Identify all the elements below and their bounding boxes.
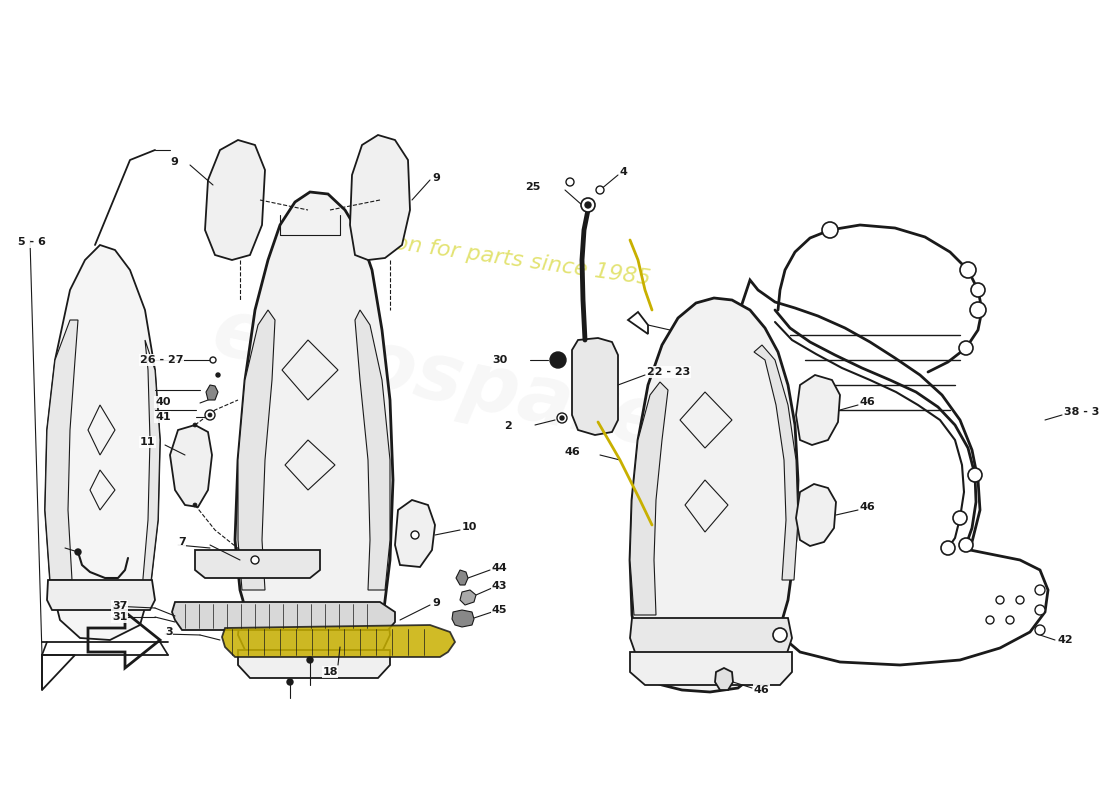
Text: 44: 44 bbox=[492, 563, 508, 573]
Polygon shape bbox=[796, 375, 840, 445]
Circle shape bbox=[550, 352, 566, 368]
Text: 5 - 6: 5 - 6 bbox=[18, 237, 46, 247]
Polygon shape bbox=[235, 192, 393, 668]
Polygon shape bbox=[456, 570, 468, 585]
Polygon shape bbox=[45, 320, 78, 580]
Circle shape bbox=[566, 178, 574, 186]
Circle shape bbox=[986, 616, 994, 624]
Text: 3: 3 bbox=[165, 627, 173, 637]
Circle shape bbox=[205, 410, 214, 420]
Polygon shape bbox=[206, 385, 218, 400]
Circle shape bbox=[192, 503, 197, 507]
Text: a passion for parts since 1985: a passion for parts since 1985 bbox=[316, 222, 652, 290]
Circle shape bbox=[557, 413, 566, 423]
Text: 10: 10 bbox=[462, 522, 477, 532]
Text: 11: 11 bbox=[140, 437, 155, 447]
Text: 2: 2 bbox=[504, 421, 512, 431]
Circle shape bbox=[192, 423, 197, 427]
Polygon shape bbox=[355, 310, 390, 590]
Polygon shape bbox=[452, 610, 474, 627]
Polygon shape bbox=[350, 135, 410, 260]
Polygon shape bbox=[630, 652, 792, 685]
Polygon shape bbox=[754, 345, 798, 580]
Text: 41: 41 bbox=[155, 412, 170, 422]
Circle shape bbox=[210, 357, 216, 363]
Text: 46: 46 bbox=[564, 447, 580, 457]
Text: 9: 9 bbox=[432, 173, 440, 183]
Polygon shape bbox=[205, 140, 265, 260]
Polygon shape bbox=[142, 340, 160, 590]
Polygon shape bbox=[395, 500, 434, 567]
Text: 31: 31 bbox=[112, 612, 128, 622]
Text: 18: 18 bbox=[322, 667, 338, 677]
Text: 45: 45 bbox=[492, 605, 507, 615]
Circle shape bbox=[940, 541, 955, 555]
Polygon shape bbox=[630, 298, 798, 692]
Text: 7: 7 bbox=[178, 537, 186, 547]
Text: 38 - 39: 38 - 39 bbox=[1064, 407, 1100, 417]
Polygon shape bbox=[572, 338, 618, 435]
Text: 37: 37 bbox=[112, 601, 128, 611]
Circle shape bbox=[287, 679, 293, 685]
Polygon shape bbox=[47, 580, 155, 610]
Circle shape bbox=[968, 468, 982, 482]
Text: 9: 9 bbox=[170, 157, 178, 167]
Text: 46: 46 bbox=[860, 502, 876, 512]
Circle shape bbox=[773, 628, 786, 642]
Circle shape bbox=[959, 538, 974, 552]
Polygon shape bbox=[195, 550, 320, 578]
Circle shape bbox=[560, 416, 564, 420]
Circle shape bbox=[251, 556, 258, 564]
Polygon shape bbox=[238, 615, 390, 652]
Circle shape bbox=[585, 202, 591, 208]
Text: 46: 46 bbox=[754, 685, 770, 695]
Text: 4: 4 bbox=[620, 167, 628, 177]
Circle shape bbox=[953, 511, 967, 525]
Polygon shape bbox=[45, 245, 159, 640]
Text: 25: 25 bbox=[525, 182, 540, 192]
Text: 22 - 23: 22 - 23 bbox=[647, 367, 691, 377]
Circle shape bbox=[216, 373, 220, 377]
Circle shape bbox=[411, 531, 419, 539]
Text: 9: 9 bbox=[432, 598, 440, 608]
Circle shape bbox=[307, 657, 314, 663]
Text: 46: 46 bbox=[860, 397, 876, 407]
Circle shape bbox=[1035, 625, 1045, 635]
Circle shape bbox=[971, 283, 984, 297]
Polygon shape bbox=[222, 625, 455, 657]
Circle shape bbox=[596, 186, 604, 194]
Circle shape bbox=[1035, 605, 1045, 615]
Polygon shape bbox=[630, 382, 668, 615]
Polygon shape bbox=[238, 310, 275, 590]
Polygon shape bbox=[796, 484, 836, 546]
Text: eurospares: eurospares bbox=[205, 293, 719, 475]
Circle shape bbox=[822, 222, 838, 238]
Text: 26 - 27: 26 - 27 bbox=[140, 355, 184, 365]
Circle shape bbox=[960, 262, 976, 278]
Polygon shape bbox=[460, 590, 476, 605]
Circle shape bbox=[970, 302, 986, 318]
Polygon shape bbox=[715, 668, 733, 690]
Circle shape bbox=[581, 198, 595, 212]
Polygon shape bbox=[238, 650, 390, 678]
Circle shape bbox=[75, 549, 81, 555]
Circle shape bbox=[959, 341, 974, 355]
Circle shape bbox=[1006, 616, 1014, 624]
Text: 40: 40 bbox=[155, 397, 170, 407]
Circle shape bbox=[208, 413, 212, 417]
Text: 30: 30 bbox=[493, 355, 508, 365]
Polygon shape bbox=[172, 602, 395, 630]
Polygon shape bbox=[630, 618, 792, 656]
Text: 43: 43 bbox=[492, 581, 507, 591]
Circle shape bbox=[1035, 585, 1045, 595]
Circle shape bbox=[1016, 596, 1024, 604]
Circle shape bbox=[996, 596, 1004, 604]
Text: 42: 42 bbox=[1057, 635, 1072, 645]
Polygon shape bbox=[170, 425, 212, 507]
